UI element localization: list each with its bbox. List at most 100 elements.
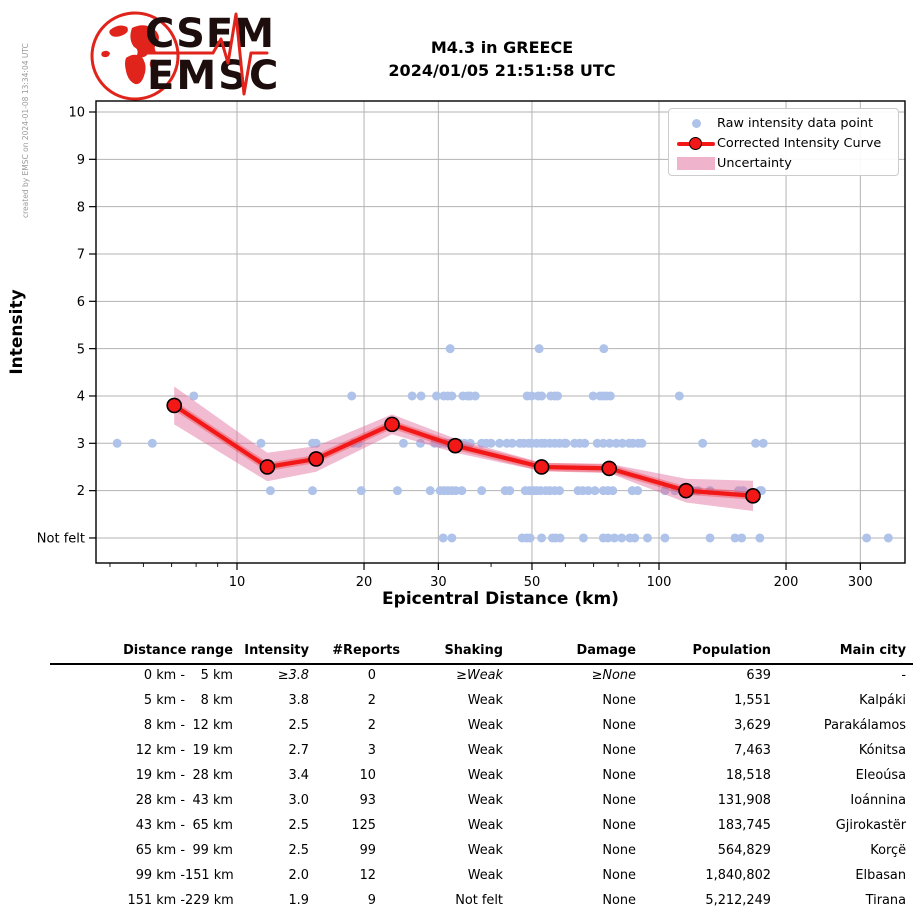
table-row: 65 km - 99 km 2.5 99 Weak None 564,829 Korçë [50, 838, 906, 863]
raw-intensity-point [642, 533, 652, 543]
legend-label: Corrected Intensity Curve [717, 135, 882, 151]
table-row: 43 km - 65 km 2.5 125 Weak None 183,745 Gjiroka… [50, 813, 906, 838]
damage-level: None [602, 843, 636, 858]
y-tick-label: Not felt [37, 532, 85, 547]
range-to: 12 km [192, 718, 233, 733]
table-row: 151 km -229 km 1.9 9 Not felt None 5,212,249 T… [50, 888, 906, 913]
raw-intensity-point [398, 438, 408, 448]
intensity-value: 2.5 [288, 843, 309, 858]
curve-marker [384, 416, 400, 433]
chart-series [112, 344, 893, 543]
range-from: 5 km - [143, 693, 185, 708]
raw-intensity-point [265, 486, 275, 496]
range-to: 229 km [185, 893, 234, 908]
shaking-level: Weak [467, 843, 503, 858]
column-header: Distance range [123, 643, 233, 658]
raw-intensity-point [505, 486, 515, 496]
raw-intensity-point [755, 533, 765, 543]
raw-intensity-point [495, 438, 505, 448]
damage-level: None [602, 893, 636, 908]
x-tick-label: 300 [848, 575, 873, 590]
y-tick-label: 5 [77, 342, 85, 357]
raw-intensity-point [751, 438, 761, 448]
range-to: 28 km [192, 768, 233, 783]
column-header: Damage [576, 643, 637, 658]
population-value: 7,463 [734, 743, 771, 758]
intensity-value: 3.4 [288, 768, 309, 783]
range-from: 12 km - [135, 743, 185, 758]
curve-marker [745, 488, 761, 504]
raw-intensity-point [862, 533, 872, 543]
intensity-value: 2.7 [288, 743, 309, 758]
raw-intensity-point [432, 391, 442, 401]
main-city: Eleoúsa [855, 768, 906, 783]
shaking-level: Weak [467, 768, 503, 783]
curve-marker [447, 437, 464, 454]
population-value: 1,551 [734, 693, 771, 708]
x-tick-label: 50 [524, 575, 541, 590]
main-city: Elbasan [855, 868, 906, 883]
y-tick-label: 4 [77, 390, 85, 405]
main-city: Parakálamos [823, 718, 906, 733]
range-from: 28 km - [135, 793, 185, 808]
raw-intensity-point [883, 533, 893, 543]
table-row: 28 km - 43 km 3.0 93 Weak None 131,908 Ioánnina [50, 788, 906, 813]
reports-count: 0 [367, 668, 376, 683]
curve-marker [678, 482, 694, 499]
range-from: 151 km - [127, 893, 185, 908]
raw-intensity-point [561, 438, 571, 448]
raw-intensity-point [630, 533, 640, 543]
raw-intensity-point [555, 533, 565, 543]
raw-intensity-point [705, 533, 715, 543]
reports-count: 3 [367, 743, 376, 758]
raw-intensity-point [758, 438, 768, 448]
raw-intensity-point [537, 391, 547, 401]
raw-intensity-point [737, 533, 747, 543]
raw-intensity-point [637, 438, 647, 448]
raw-intensity-point [311, 438, 321, 448]
table-row: 5 km - 8 km 3.8 2 Weak None 1,551 Kalpáki [50, 688, 906, 713]
raw-intensity-point [147, 438, 157, 448]
range-to: 43 km [192, 793, 233, 808]
reports-count: 125 [351, 818, 376, 833]
y-tick-label: 3 [77, 437, 85, 452]
raw-intensity-point [553, 391, 563, 401]
x-tick-label: 10 [229, 575, 246, 590]
reports-count: 10 [359, 768, 376, 783]
table-row: 12 km - 19 km 2.7 3 Weak None 7,463 Kónitsa [50, 738, 906, 763]
range-from: 19 km - [135, 768, 185, 783]
column-header: Main city [839, 643, 906, 658]
raw-intensity-point [407, 391, 417, 401]
shaking-level: Weak [467, 743, 503, 758]
damage-level: None [602, 818, 636, 833]
raw-intensity-point [425, 486, 435, 496]
x-tick-label: 200 [774, 575, 799, 590]
y-tick-label: 8 [77, 200, 85, 215]
damage-level: None [602, 793, 636, 808]
raw-intensity-point [416, 391, 426, 401]
x-tick-label: 30 [430, 575, 447, 590]
range-from: 65 km - [135, 843, 185, 858]
raw-intensity-point [660, 486, 670, 496]
raw-intensity-point [588, 391, 598, 401]
intensity-distance-chart: 10 9 8 7 6 5 4 3 2 Not felt 10 20 30 50 100 200 300 Epice… [7, 100, 906, 609]
raw-intensity-point [599, 344, 609, 354]
shaking-level: Weak [467, 718, 503, 733]
raw-intensity-point [617, 438, 627, 448]
legend-label: Uncertainty [717, 155, 792, 171]
raw-intensity-point [256, 438, 266, 448]
legend-item-curve: Corrected Intensity Curve [675, 133, 892, 153]
raw-intensity-point [598, 438, 608, 448]
raw-intensity-point [609, 533, 619, 543]
y-tick-label: 6 [77, 295, 85, 310]
axes: 10 9 8 7 6 5 4 3 2 Not felt 10 20 30 50 100 200 300 Epice… [7, 100, 906, 609]
raw-intensity-point [445, 344, 455, 354]
main-city: - [901, 668, 906, 683]
shaking-level: Weak [467, 693, 503, 708]
raw-intensity-point [605, 391, 615, 401]
raw-intensity-point [578, 533, 588, 543]
population-value: 18,518 [725, 768, 771, 783]
chart-legend: Raw intensity data point Corrected Inten… [668, 108, 899, 176]
intensity-value: 1.9 [288, 893, 309, 908]
y-tick-label: 2 [77, 484, 85, 499]
